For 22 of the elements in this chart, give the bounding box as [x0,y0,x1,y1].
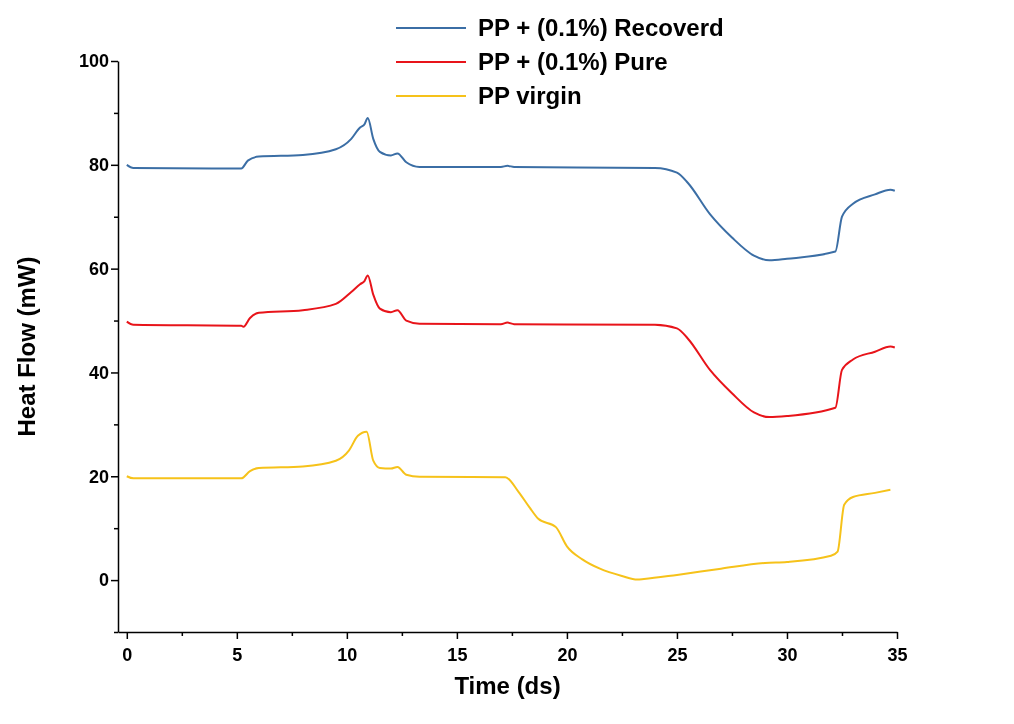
y-tick-label: 20 [88,466,109,487]
y-tick-label: 100 [78,51,109,72]
x-tick-label: 15 [447,644,468,665]
x-axis-title: Time (ds) [454,672,561,699]
y-tick-label: 80 [88,155,109,176]
line-series [125,274,896,419]
x-tick-label: 5 [232,644,243,665]
legend-label: PP virgin [478,82,582,110]
legend-label: PP + (0.1%) Recoverd [478,14,724,42]
x-tick-label: 20 [557,644,578,665]
x-tick-label: 35 [887,644,908,665]
line-series [125,430,892,581]
y-tick-label: 40 [88,362,109,383]
y-tick-label: 60 [88,258,109,279]
legend-label: PP + (0.1%) Pure [478,48,668,76]
x-tick-label: 30 [777,644,798,665]
y-axis-title: Heat Flow (mW) [13,256,40,437]
x-tick-label: 0 [122,644,133,665]
y-tick-label: 0 [98,570,109,591]
line-series [125,117,896,262]
x-tick-label: 25 [667,644,688,665]
x-tick-label: 10 [337,644,358,665]
